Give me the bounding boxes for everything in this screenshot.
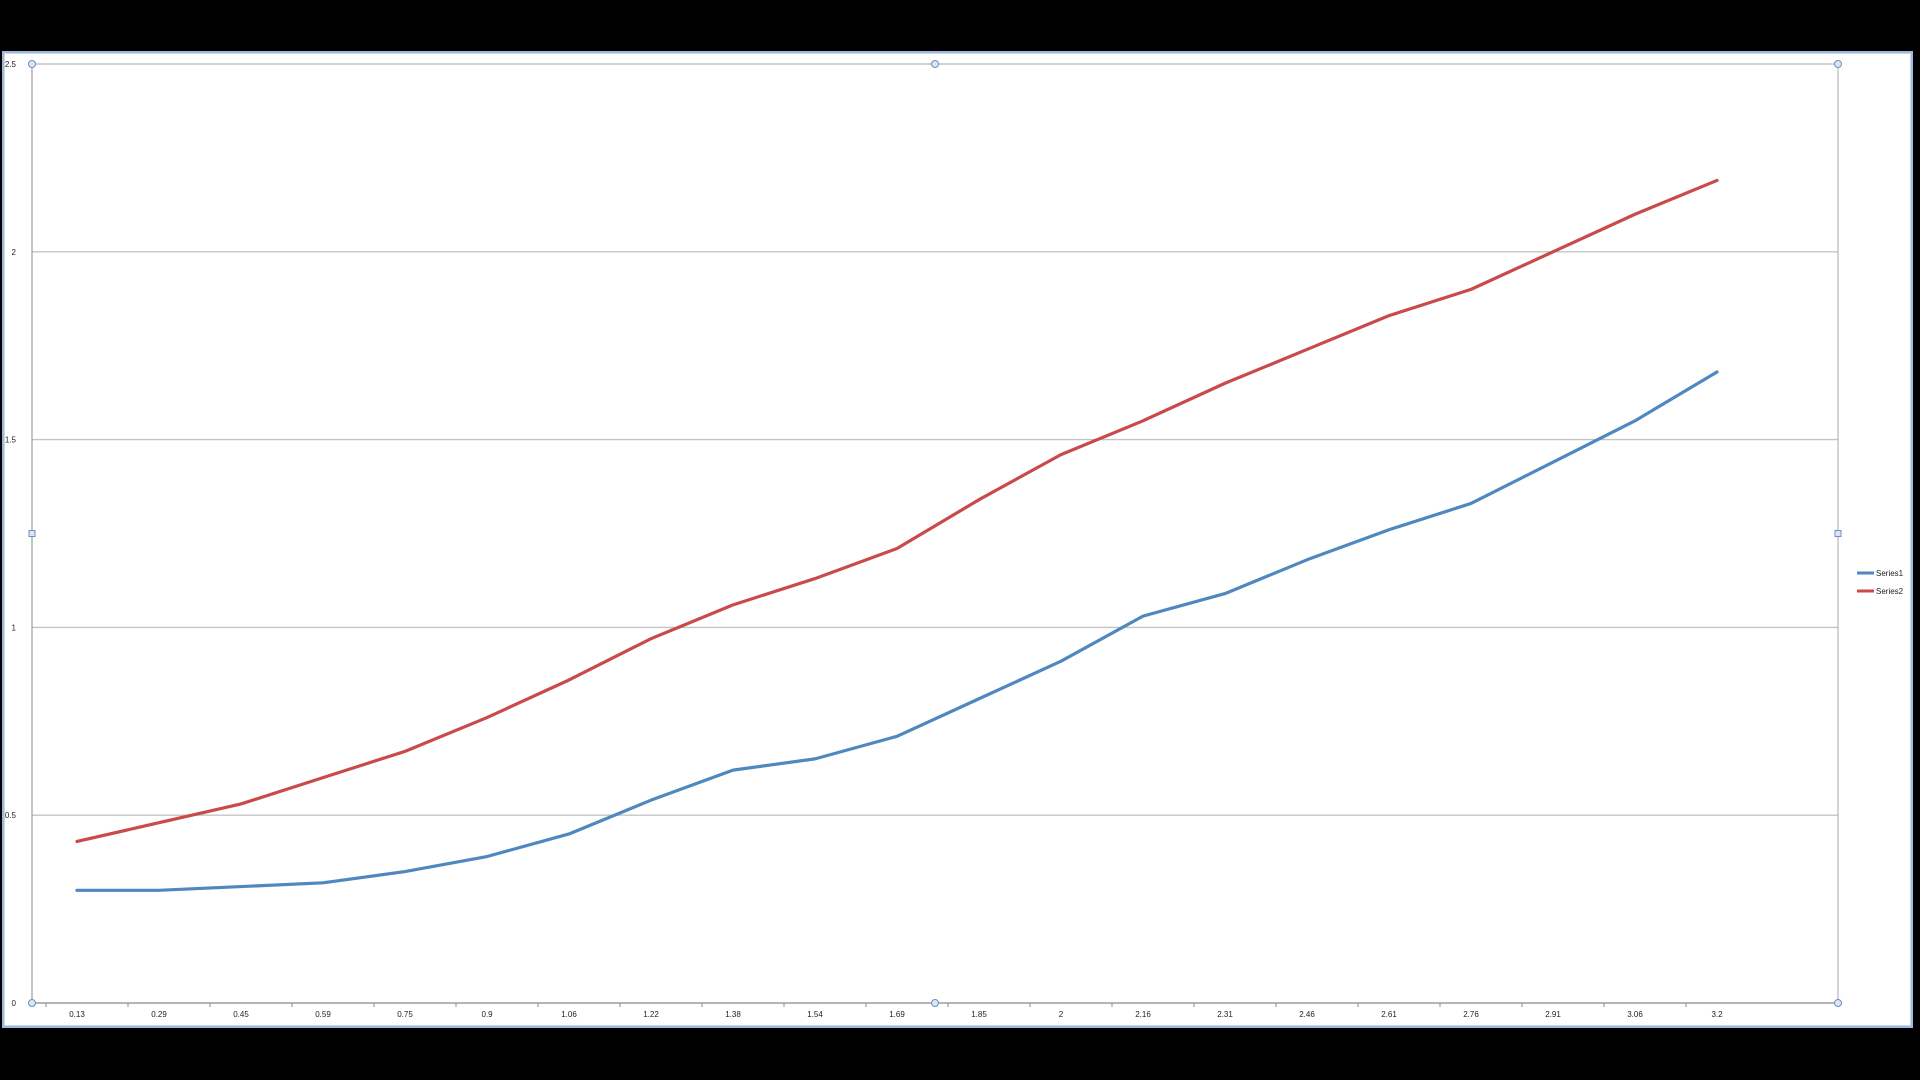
y-tick-label: 2 xyxy=(12,248,17,257)
series-lines xyxy=(75,178,1719,892)
legend-label: Series1 xyxy=(1876,569,1904,578)
resize-handle[interactable] xyxy=(1834,530,1842,537)
resize-handle[interactable] xyxy=(28,60,36,68)
x-tick-label: 3.2 xyxy=(1711,1010,1723,1019)
x-tick-label: 2.76 xyxy=(1463,1010,1479,1019)
line-chart: 0 0.5 1 1.5 2 2.5 0.13 0.29 0.45 0.59 0.75 0.9 1.06 1… xyxy=(5,60,1904,1019)
resize-handle[interactable] xyxy=(28,999,36,1007)
x-tick-label: 2.46 xyxy=(1299,1010,1315,1019)
x-tick-label: 2.16 xyxy=(1135,1010,1151,1019)
x-tick-label: 1.54 xyxy=(807,1010,823,1019)
resize-handle[interactable] xyxy=(931,999,939,1007)
x-tick-label: 2.61 xyxy=(1381,1010,1397,1019)
y-tick-label: 0.5 xyxy=(5,811,17,820)
x-tick-label: 0.45 xyxy=(233,1010,249,1019)
x-tick-label: 2.91 xyxy=(1545,1010,1561,1019)
series-line-1 xyxy=(75,370,1719,892)
axes: 0 0.5 1 1.5 2 2.5 0.13 0.29 0.45 0.59 0.75 0.9 1.06 1… xyxy=(5,60,1839,1019)
x-tick-label: 0.59 xyxy=(315,1010,331,1019)
resize-handle[interactable] xyxy=(931,60,939,68)
x-tick-label: 1.22 xyxy=(643,1010,659,1019)
chart-frame: 0 0.5 1 1.5 2 2.5 0.13 0.29 0.45 0.59 0.75 0.9 1.06 1… xyxy=(2,51,1913,1028)
resize-handle[interactable] xyxy=(1834,60,1842,68)
y-tick-label: 1 xyxy=(12,623,17,632)
y-tick-label: 1.5 xyxy=(5,436,17,445)
x-tick-label: 1.06 xyxy=(561,1010,577,1019)
y-tick-label: 2.5 xyxy=(5,60,17,69)
y-tick-label: 0 xyxy=(12,999,17,1008)
x-tick-label: 1.85 xyxy=(971,1010,987,1019)
resize-handle[interactable] xyxy=(28,530,36,537)
x-tick-label: 0.29 xyxy=(151,1010,167,1019)
x-tick-label: 0.75 xyxy=(397,1010,413,1019)
x-tick-label: 2.31 xyxy=(1217,1010,1233,1019)
x-tick-label: 1.38 xyxy=(725,1010,741,1019)
x-tick-label: 2 xyxy=(1059,1010,1064,1019)
selection-handles[interactable] xyxy=(28,60,1842,1007)
series-line-2 xyxy=(75,178,1719,844)
x-tick-label: 0.9 xyxy=(481,1010,493,1019)
x-tick-label: 1.69 xyxy=(889,1010,905,1019)
x-tick-label: 0.13 xyxy=(69,1010,85,1019)
legend: Series1 Series2 xyxy=(1857,569,1904,596)
resize-handle[interactable] xyxy=(1834,999,1842,1007)
x-tick-label: 3.06 xyxy=(1627,1010,1643,1019)
gridlines xyxy=(32,63,1838,1004)
legend-label: Series2 xyxy=(1876,587,1904,596)
